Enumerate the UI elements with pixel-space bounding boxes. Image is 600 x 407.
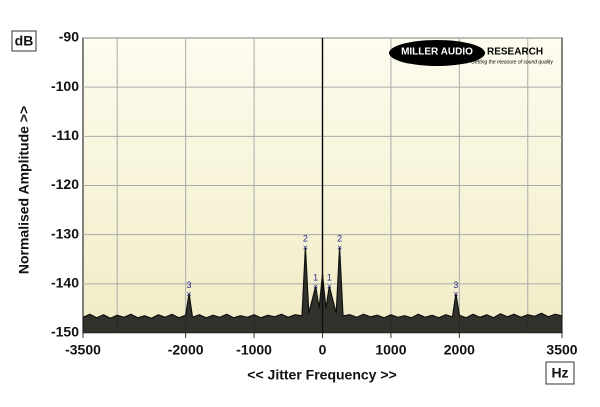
logo-ellipse xyxy=(389,40,485,66)
peak-label: 1 xyxy=(313,273,318,283)
y-tick-label: -110 xyxy=(52,127,79,143)
peak-marker: × xyxy=(313,282,318,292)
peak-marker: × xyxy=(186,289,191,299)
y-tick-label: -120 xyxy=(51,176,79,192)
peak-marker: × xyxy=(337,242,342,252)
logo-tagline: Getting the measure of sound quality xyxy=(471,59,553,65)
spectrum-line xyxy=(82,246,563,319)
x-tick-label: 0 xyxy=(319,342,327,358)
peak-label: 1 xyxy=(327,273,332,283)
peak-label: 3 xyxy=(187,280,192,290)
y-unit: dB xyxy=(15,33,34,49)
peak-label: 2 xyxy=(303,233,308,243)
x-tick-label: 3500 xyxy=(546,342,577,358)
y-axis-title: Normalised Amplitude >> xyxy=(16,106,32,274)
logo-left: MILLER AUDIO xyxy=(401,47,473,58)
peak-marker: × xyxy=(453,289,458,299)
peak-marker: × xyxy=(327,282,332,292)
x-tick-label: 1000 xyxy=(375,342,406,358)
x-tick-label: 2000 xyxy=(444,342,475,358)
peak-label: 3 xyxy=(453,280,458,290)
peak-marker: × xyxy=(303,242,308,252)
x-tick-label: -3500 xyxy=(65,342,101,358)
x-tick-label: -1000 xyxy=(236,342,272,358)
y-tick-label: -130 xyxy=(51,225,79,241)
unit-box xyxy=(545,361,575,385)
y-tick-label: -150 xyxy=(51,324,79,340)
peak-label: 2 xyxy=(337,233,342,243)
logo-right: RESEARCH xyxy=(487,47,543,58)
spectrum-fill xyxy=(83,247,562,333)
y-tick-label: -100 xyxy=(51,78,79,94)
x-unit: Hz xyxy=(551,365,568,381)
y-tick-label: -90 xyxy=(59,29,79,45)
unit-box xyxy=(11,30,37,52)
y-tick-label: -140 xyxy=(51,275,79,291)
x-axis-title: << Jitter Frequency >> xyxy=(247,367,396,383)
x-tick-label: -2000 xyxy=(168,342,204,358)
